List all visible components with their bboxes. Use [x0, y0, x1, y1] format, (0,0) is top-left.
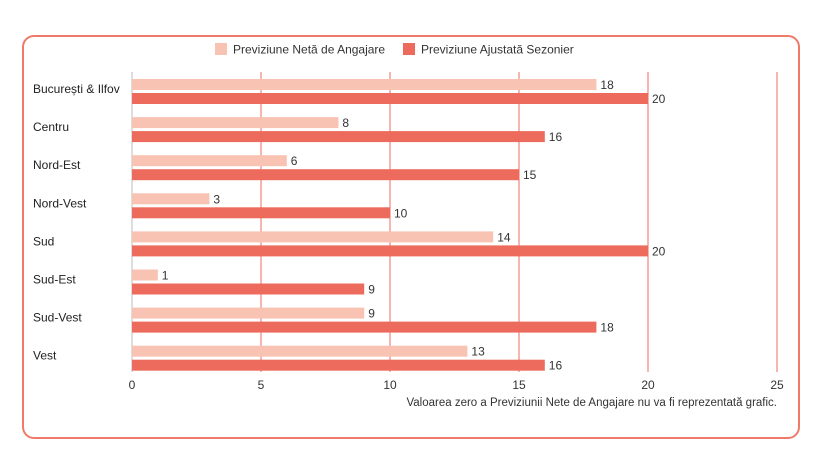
category-label-1: București & Ilfov [33, 82, 120, 96]
x-axis-ticks: 0 5 10 15 20 25 [129, 378, 784, 392]
legend-swatch-2 [403, 43, 415, 55]
value-label-2-8: 16 [549, 359, 563, 373]
bar-1-7 [132, 307, 365, 319]
bars [132, 79, 648, 371]
bar-1-4 [132, 193, 210, 205]
value-label-1-8: 13 [471, 345, 485, 359]
bar-1-3 [132, 155, 287, 167]
bar-2-3 [132, 169, 519, 181]
bar-2-5 [132, 245, 648, 257]
value-label-1-3: 6 [291, 154, 298, 168]
bar-2-4 [132, 207, 390, 219]
value-label-2-6: 9 [368, 283, 375, 297]
value-label-2-1: 20 [652, 92, 666, 106]
bar-2-6 [132, 283, 365, 295]
x-tick-label-10: 10 [383, 378, 397, 392]
value-label-2-3: 15 [523, 168, 537, 182]
value-labels: 18 20 8 16 6 15 3 10 14 20 1 9 9 18 13 16 [162, 78, 666, 373]
legend-swatch-1 [215, 43, 227, 55]
bar-2-2 [132, 131, 545, 143]
bar-1-2 [132, 117, 339, 129]
value-label-1-4: 3 [213, 192, 220, 206]
x-tick-label-25: 25 [770, 378, 784, 392]
chart-frame [22, 35, 800, 439]
category-labels: București & Ilfov Centru Nord-Est Nord-Vest… [33, 82, 120, 363]
chart-note: Valoarea zero a Previziunii Nete de Anga… [406, 397, 777, 409]
value-label-1-1: 18 [600, 78, 614, 92]
legend-label-2: Previziune Ajustată Sezonier [421, 43, 574, 57]
x-tick-label-15: 15 [512, 378, 526, 392]
x-tick-label-0: 0 [129, 378, 136, 392]
value-label-2-2: 16 [549, 130, 563, 144]
bar-2-8 [132, 359, 545, 371]
x-tick-label-5: 5 [258, 378, 265, 392]
bar-1-6 [132, 269, 158, 281]
legend: Previziune Netă de Angajare Previziune Aj… [215, 43, 574, 57]
value-label-2-5: 20 [652, 244, 666, 258]
bar-2-1 [132, 93, 648, 104]
category-label-2: Centru [33, 120, 69, 134]
value-label-2-4: 10 [394, 206, 408, 220]
x-tick-label-20: 20 [641, 378, 655, 392]
category-label-3: Nord-Est [33, 158, 81, 172]
category-label-8: Vest [33, 349, 57, 363]
category-label-7: Sud-Vest [33, 311, 82, 325]
value-label-1-2: 8 [342, 116, 349, 130]
bar-1-1 [132, 79, 597, 90]
legend-label-1: Previziune Netă de Angajare [233, 43, 385, 57]
value-label-1-5: 14 [497, 230, 511, 244]
bar-1-8 [132, 345, 468, 357]
category-label-6: Sud-Est [33, 273, 76, 287]
value-label-2-7: 18 [600, 321, 614, 335]
value-label-1-6: 1 [162, 269, 169, 283]
value-label-1-7: 9 [368, 307, 375, 321]
bar-2-7 [132, 321, 597, 333]
bar-1-5 [132, 231, 494, 243]
category-label-5: Sud [33, 234, 54, 248]
category-label-4: Nord-Vest [33, 196, 87, 210]
